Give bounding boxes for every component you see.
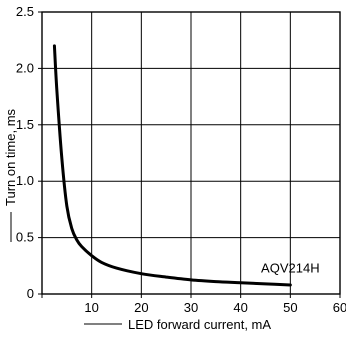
x-axis-title: LED forward current, mA [128,317,271,332]
y-axis-title: Turn on time, ms [3,108,18,206]
annotations: AQV214H [261,261,320,276]
series-line [52,44,292,287]
y-tick-label: 2.0 [16,60,34,75]
x-tick-label: 10 [84,300,98,315]
axis-ticks [38,11,341,298]
y-axis-title-group: Turn on time, ms [3,108,18,242]
series-annotation-label: AQV214H [261,261,320,276]
series-group [52,44,292,287]
x-axis-title-group: LED forward current, mA [84,317,271,332]
x-tick-label: 50 [283,300,297,315]
x-tick-label: 60 [333,300,346,315]
y-tick-label: 1.5 [16,117,34,132]
x-tick-label: 20 [134,300,148,315]
y-tick-label: 0.5 [16,230,34,245]
x-tick-label: 30 [184,300,198,315]
y-tick-label: 0 [27,286,34,301]
tick-labels: 10 20 30 40 50 60 0 0.5 1.0 1.5 2.0 2.5 [16,4,346,315]
x-tick-label: 40 [233,300,247,315]
grid [42,12,340,294]
y-tick-label: 2.5 [16,4,34,19]
y-tick-label: 1.0 [16,173,34,188]
